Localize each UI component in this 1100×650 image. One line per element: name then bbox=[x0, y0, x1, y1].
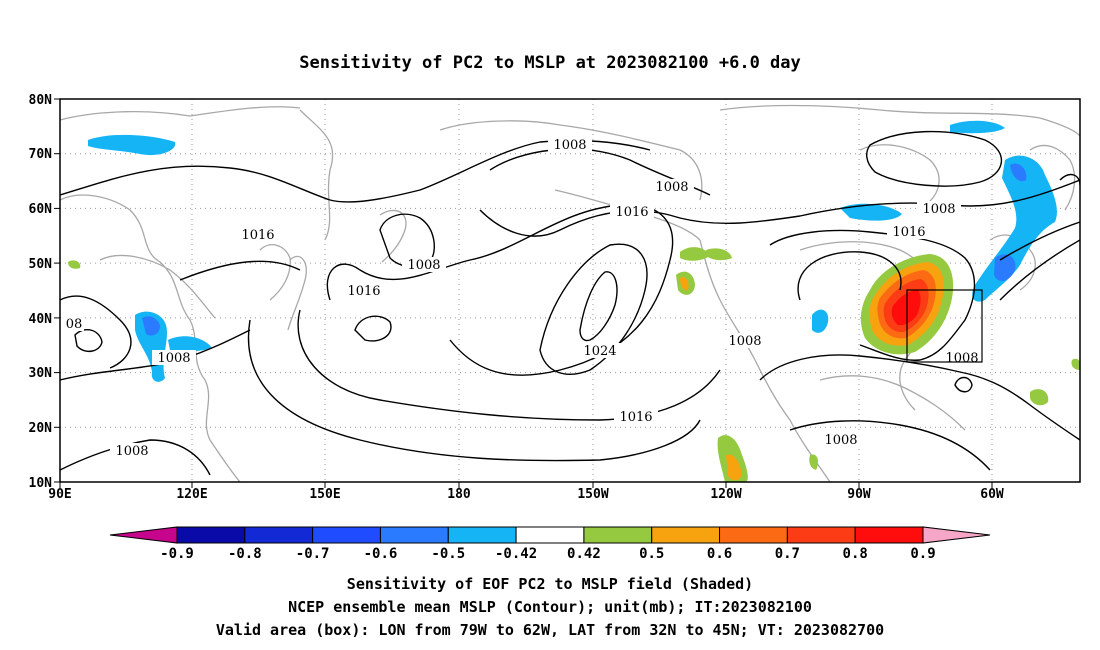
colorbar-tick-label: -0.8 bbox=[228, 546, 262, 562]
lat-label: 40N bbox=[29, 312, 53, 327]
lat-axis: 80N 70N 60N 50N 40N 30N 20N 10N bbox=[29, 93, 60, 491]
colorbar-swatch bbox=[719, 526, 788, 544]
colorbar-swatch bbox=[244, 526, 314, 544]
colorbar-high-arrow bbox=[922, 526, 991, 544]
contour-label: 1008 bbox=[824, 433, 857, 448]
lat-label: 60N bbox=[29, 202, 53, 217]
contour-label: 1008 bbox=[945, 351, 978, 366]
map-title: Sensitivity of PC2 to MSLP at 2023082100… bbox=[299, 53, 801, 73]
map-frame bbox=[59, 98, 1081, 483]
contour-labels: 1008 1008 1016 1008 1016 1016 1008 1024 … bbox=[62, 137, 984, 459]
contour-label: 1008 bbox=[922, 202, 955, 217]
contour-label: 1008 bbox=[728, 334, 761, 349]
colorbar-tick-label: 0.6 bbox=[707, 546, 732, 562]
contour-label: 1016 bbox=[619, 410, 652, 425]
contour-label: 1016 bbox=[615, 205, 648, 220]
colorbar-swatch bbox=[312, 526, 381, 544]
colorbar-swatch bbox=[515, 526, 585, 544]
contour-label: 1008 bbox=[115, 444, 148, 459]
lat-label: 50N bbox=[29, 257, 53, 272]
lon-label: 120E bbox=[176, 487, 207, 502]
colorbar-swatch bbox=[176, 526, 246, 544]
colorbar-tick-label: 0.42 bbox=[567, 546, 601, 562]
colorbar-tick-label: -0.5 bbox=[431, 546, 465, 562]
mslp-contours bbox=[60, 130, 1080, 476]
colorbar: -0.9 -0.8 -0.7 -0.6 -0.5 -0.42 0.42 0.5 0.6 0.7 0.… bbox=[109, 526, 991, 562]
lon-label: 90W bbox=[847, 487, 871, 502]
lon-label: 60W bbox=[980, 487, 1004, 502]
lat-label: 80N bbox=[29, 93, 53, 108]
colorbar-tick-label: 0.9 bbox=[910, 546, 935, 562]
contour-label: 08 bbox=[66, 317, 83, 332]
lon-label: 150W bbox=[577, 487, 608, 502]
colorbar-tick-label: 0.8 bbox=[843, 546, 868, 562]
lat-label: 20N bbox=[29, 421, 53, 436]
colorbar-swatch bbox=[379, 526, 449, 544]
contour-label: 1008 bbox=[157, 351, 190, 366]
lat-label: 70N bbox=[29, 147, 53, 162]
caption-line-1: Sensitivity of EOF PC2 to MSLP field (Sh… bbox=[347, 575, 753, 593]
caption-line-2: NCEP ensemble mean MSLP (Contour); unit(… bbox=[288, 598, 812, 616]
contour-label: 1016 bbox=[241, 228, 274, 243]
colorbar-swatch bbox=[447, 526, 517, 544]
colorbar-swatch bbox=[786, 526, 856, 544]
contour-label: 1016 bbox=[347, 284, 380, 299]
valid-area-box bbox=[906, 289, 983, 363]
colorbar-swatch bbox=[854, 526, 924, 544]
colorbar-tick-label: -0.9 bbox=[160, 546, 194, 562]
lon-label: 90E bbox=[48, 487, 71, 502]
colorbar-swatch bbox=[651, 526, 721, 544]
contour-label: 1008 bbox=[655, 180, 688, 195]
contour-label: 1008 bbox=[407, 258, 440, 273]
colorbar-tick-label: -0.6 bbox=[364, 546, 398, 562]
lon-axis: 90E 120E 150E 180 150W 120W 90W 60W bbox=[48, 482, 1004, 502]
contour-label: 1024 bbox=[583, 344, 616, 359]
lat-label: 10N bbox=[29, 476, 53, 491]
colorbar-low-arrow bbox=[109, 526, 178, 544]
lon-label: 180 bbox=[447, 487, 471, 502]
colorbar-tick-label: 0.5 bbox=[639, 546, 664, 562]
colorbar-tick-label: -0.42 bbox=[495, 546, 537, 562]
lon-label: 120W bbox=[710, 487, 741, 502]
colorbar-tick-label: -0.7 bbox=[296, 546, 330, 562]
lon-label: 150E bbox=[309, 487, 340, 502]
contour-label: 1008 bbox=[553, 138, 586, 153]
lat-label: 30N bbox=[29, 366, 53, 381]
contour-label: 1016 bbox=[892, 225, 925, 240]
caption-line-3: Valid area (box): LON from 79W to 62W, L… bbox=[216, 621, 884, 639]
colorbar-swatch bbox=[583, 526, 653, 544]
colorbar-tick-label: 0.7 bbox=[775, 546, 800, 562]
